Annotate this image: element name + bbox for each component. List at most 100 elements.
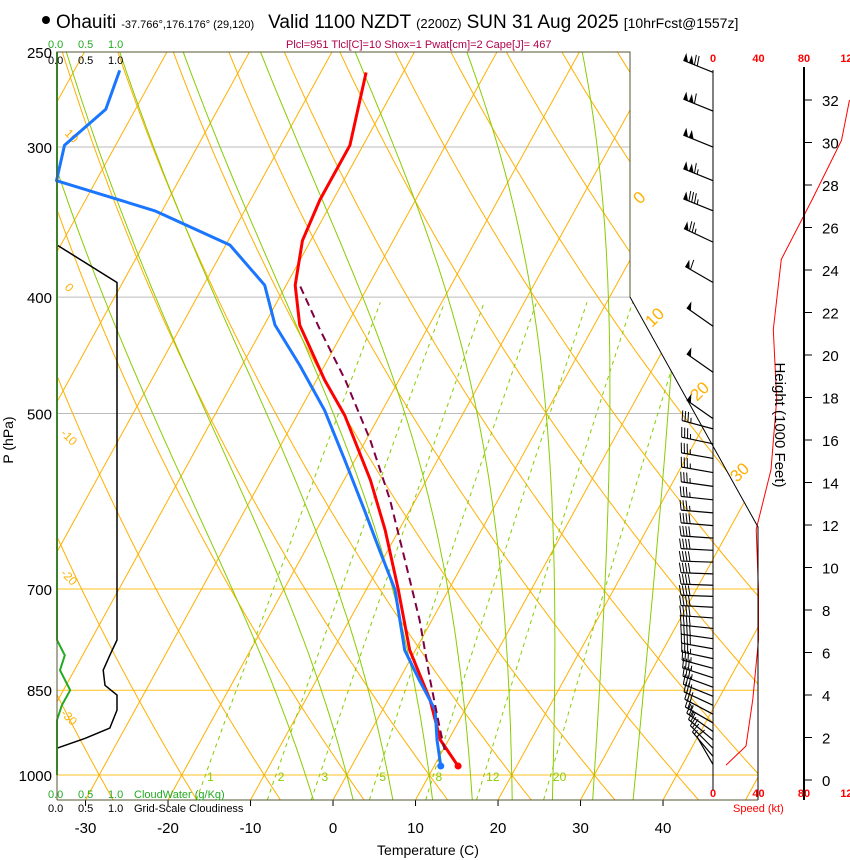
barb-full: [684, 574, 688, 585]
barb-pennant: [683, 127, 688, 137]
height-tick-label: 8: [822, 603, 830, 620]
isotherm-line: [250, 52, 663, 800]
barb-staff: [683, 98, 714, 112]
mixing-ratio-label: 2: [278, 770, 285, 784]
barb-full: [683, 624, 685, 635]
isotherm-line: [57, 52, 250, 800]
barb-staff: [680, 572, 714, 575]
barb-full: [696, 729, 705, 738]
wind-barb-icon: [679, 525, 714, 539]
barb-full: [679, 605, 682, 616]
barb-pennant: [685, 259, 690, 270]
sounding-params: Plcl=951 Tlcl[C]=10 Shox=1 Pwat[cm]=2 Ca…: [286, 39, 551, 51]
barb-full: [682, 486, 685, 497]
cloudiness-tick-bottom-0: 0.0: [48, 803, 63, 815]
forecast-info: [10hrFcst@1557z]: [624, 15, 739, 31]
cloudwater-tick-top-0: 0.0: [48, 39, 63, 51]
barb-full: [679, 538, 682, 549]
barb-staff: [680, 583, 714, 586]
isotherm-line: [57, 52, 333, 800]
height-tick-label: 0: [822, 773, 830, 790]
wind-barb-icon: [679, 486, 714, 501]
p-tick-label-400: 400: [27, 290, 52, 307]
barb-full: [684, 689, 689, 700]
barb-pennant: [683, 221, 689, 231]
x-tick-label: -20: [157, 820, 179, 837]
barb-staff: [684, 706, 714, 724]
speed-axis-label: Speed (kt): [733, 803, 784, 815]
height-tick-label: 28: [822, 178, 839, 195]
mixing-ratio-line: [543, 302, 693, 800]
cloudiness-tick-bottom-1: 0.5: [78, 803, 93, 815]
wind-barb-icon: [684, 259, 714, 284]
isotherm-line: [167, 52, 580, 800]
p-tick-label-1000: 1000: [19, 768, 52, 785]
cloudiness-tick-top-1: 0.5: [78, 55, 93, 67]
barb-full: [690, 259, 695, 270]
p-tick-label-850: 850: [27, 683, 52, 700]
speed-tick-label: 40: [752, 53, 764, 65]
barb-full: [692, 718, 699, 729]
barb-full: [685, 667, 688, 678]
barb-staff: [686, 353, 714, 373]
barb-staff: [684, 265, 714, 284]
dry-adiabat-line: [172, 52, 616, 800]
dry-adiabat-line: [339, 52, 758, 800]
barb-full: [688, 595, 691, 607]
barb-full: [682, 538, 685, 549]
mixing-ratio-line: [310, 302, 485, 800]
height-tick-label: 16: [822, 433, 839, 450]
height-tick-label: 18: [822, 391, 839, 408]
barb-full: [679, 499, 682, 511]
height-tick-label: 30: [822, 136, 839, 153]
wind-barb-icon: [678, 562, 714, 575]
barb-full: [682, 595, 685, 606]
p-tick-label-500: 500: [27, 406, 52, 423]
wind-barb-icon: [679, 499, 714, 514]
barb-half: [691, 711, 695, 717]
barb-half: [693, 729, 698, 735]
x-tick-label: 0: [329, 820, 337, 837]
mixing-ratio-line: [368, 302, 537, 800]
parcel-line: [299, 286, 446, 751]
wind-barb-icon: [681, 426, 714, 445]
barb-full: [678, 573, 682, 585]
wind-speed-line: [725, 99, 850, 766]
barb-full: [692, 723, 700, 733]
barb-staff: [683, 168, 714, 182]
barb-staff: [683, 59, 714, 73]
barb-full: [686, 703, 692, 714]
barb-full: [685, 526, 688, 537]
dry-adiabat-line: [61, 52, 449, 800]
height-axis-title: Height (1000 Feet): [771, 362, 788, 487]
barb-full: [681, 410, 684, 421]
dry-adiabat-line: [561, 52, 758, 800]
barb-pennant: [688, 129, 694, 140]
barb-full: [688, 705, 694, 716]
barb-staff: [681, 466, 714, 474]
barb-staff: [696, 736, 714, 765]
barb-full: [685, 595, 688, 606]
mixing-ratio-line: [266, 302, 446, 800]
moist-adiabat-line: [632, 52, 683, 800]
barb-full: [687, 551, 691, 562]
wind-barb-icon: [678, 573, 714, 586]
wind-barb-icon: [680, 624, 714, 640]
barb-full: [685, 538, 688, 550]
isotherm-line: [85, 52, 498, 800]
valid-date: SUN 31 Aug 2025: [467, 12, 619, 33]
wind-barb-icon: [680, 456, 714, 474]
location-bullet-icon: [42, 16, 50, 24]
barb-full: [693, 163, 697, 174]
barb-staff: [681, 481, 714, 487]
barb-full: [683, 681, 687, 692]
barb-full: [687, 585, 691, 596]
isotherm-line: [57, 52, 168, 800]
moist-adiabat-line: [65, 52, 354, 800]
location-coords: -37.766°,176.176° (29,120): [121, 19, 254, 31]
isotherm-line: [415, 52, 758, 800]
barb-full: [684, 697, 690, 708]
barb-full: [682, 674, 686, 685]
dry-adiabat-line: [505, 52, 758, 800]
isotherm-line: [497, 52, 758, 800]
